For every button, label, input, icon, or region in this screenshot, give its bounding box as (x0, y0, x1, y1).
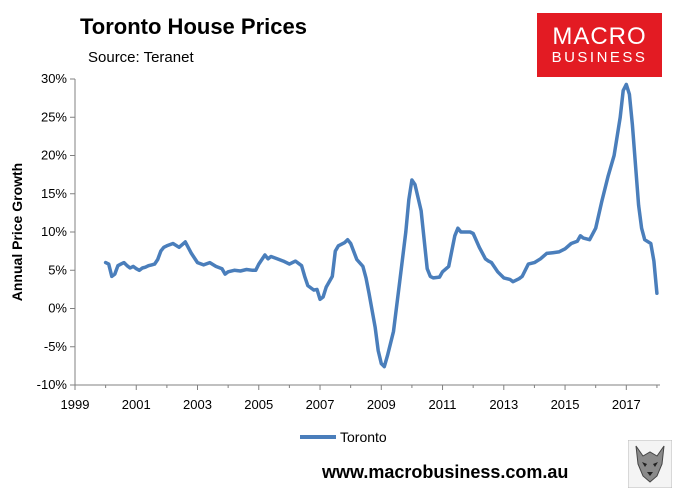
x-tick-label: 2001 (122, 397, 151, 412)
y-tick-label: -10% (37, 377, 68, 392)
y-tick-label: 10% (41, 224, 67, 239)
x-tick-label: 2009 (367, 397, 396, 412)
chart-subtitle: Source: Teranet (88, 49, 194, 66)
y-tick-label: 25% (41, 109, 67, 124)
macrobusiness-logo[interactable]: MACRO BUSINESS (537, 13, 662, 77)
x-tick-label: 2007 (306, 397, 335, 412)
y-tick-label: 5% (48, 262, 67, 277)
legend-label: Toronto (340, 429, 387, 445)
x-tick-label: 1999 (61, 397, 90, 412)
x-tick-label: 2003 (183, 397, 212, 412)
y-tick-label: 20% (41, 148, 67, 163)
y-tick-label: 30% (41, 71, 67, 86)
chart-title: Toronto House Prices (80, 14, 307, 39)
logo-line2: BUSINESS (551, 49, 648, 66)
website-url[interactable]: www.macrobusiness.com.au (322, 462, 569, 482)
y-tick-label: 15% (41, 186, 67, 201)
x-tick-label: 2013 (489, 397, 518, 412)
x-tick-label: 2015 (551, 397, 580, 412)
y-axis-label: Annual Price Growth (9, 163, 25, 301)
series-line-toronto (103, 82, 659, 369)
logo-line1: MACRO (552, 23, 647, 50)
wolf-icon (628, 440, 672, 488)
y-tick-label: -5% (44, 339, 68, 354)
x-tick-label: 2005 (244, 397, 273, 412)
x-tick-label: 2011 (429, 397, 457, 412)
y-tick-label: 0% (48, 301, 67, 316)
x-tick-label: 2017 (612, 397, 641, 412)
